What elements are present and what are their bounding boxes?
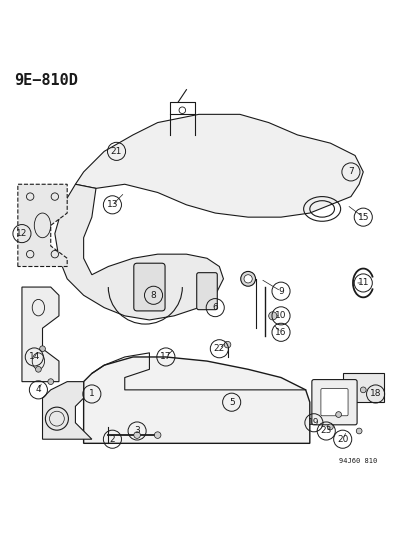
Circle shape xyxy=(268,312,276,320)
Text: 20: 20 xyxy=(336,435,348,443)
Text: 13: 13 xyxy=(107,200,118,209)
Text: 22: 22 xyxy=(213,344,224,353)
Circle shape xyxy=(356,428,361,434)
Text: 21: 21 xyxy=(111,147,122,156)
Circle shape xyxy=(240,271,255,286)
Circle shape xyxy=(359,387,365,393)
PathPatch shape xyxy=(75,115,362,217)
Text: 5: 5 xyxy=(228,398,234,407)
Circle shape xyxy=(36,366,41,372)
PathPatch shape xyxy=(22,287,59,382)
PathPatch shape xyxy=(43,382,92,439)
Circle shape xyxy=(224,341,230,348)
Circle shape xyxy=(335,411,341,417)
PathPatch shape xyxy=(342,374,383,402)
PathPatch shape xyxy=(55,184,223,320)
Text: 18: 18 xyxy=(369,390,380,399)
Text: 2: 2 xyxy=(109,435,115,443)
Text: 16: 16 xyxy=(275,328,286,337)
Text: 7: 7 xyxy=(347,167,353,176)
PathPatch shape xyxy=(83,357,309,443)
Text: 17: 17 xyxy=(160,352,171,361)
Text: 4: 4 xyxy=(36,385,41,394)
Text: 14: 14 xyxy=(28,352,40,361)
Text: 15: 15 xyxy=(357,213,368,222)
Text: 9E−810D: 9E−810D xyxy=(14,73,77,88)
Text: 6: 6 xyxy=(212,303,218,312)
Circle shape xyxy=(243,274,252,283)
FancyBboxPatch shape xyxy=(320,389,347,416)
Text: 23: 23 xyxy=(320,426,331,435)
FancyBboxPatch shape xyxy=(133,263,165,311)
FancyBboxPatch shape xyxy=(311,379,356,425)
Text: 12: 12 xyxy=(16,229,28,238)
Text: 1: 1 xyxy=(89,390,95,399)
Circle shape xyxy=(327,424,332,430)
Circle shape xyxy=(40,346,45,352)
Circle shape xyxy=(133,432,140,438)
Text: 11: 11 xyxy=(357,278,368,287)
Text: 8: 8 xyxy=(150,291,156,300)
Text: 9: 9 xyxy=(278,287,283,296)
Text: 10: 10 xyxy=(275,311,286,320)
Text: 19: 19 xyxy=(307,418,319,427)
PathPatch shape xyxy=(18,184,67,266)
FancyBboxPatch shape xyxy=(196,273,217,310)
Circle shape xyxy=(48,379,54,384)
Circle shape xyxy=(154,432,161,438)
Text: 94J60 810: 94J60 810 xyxy=(338,458,376,464)
Text: 3: 3 xyxy=(134,426,140,435)
